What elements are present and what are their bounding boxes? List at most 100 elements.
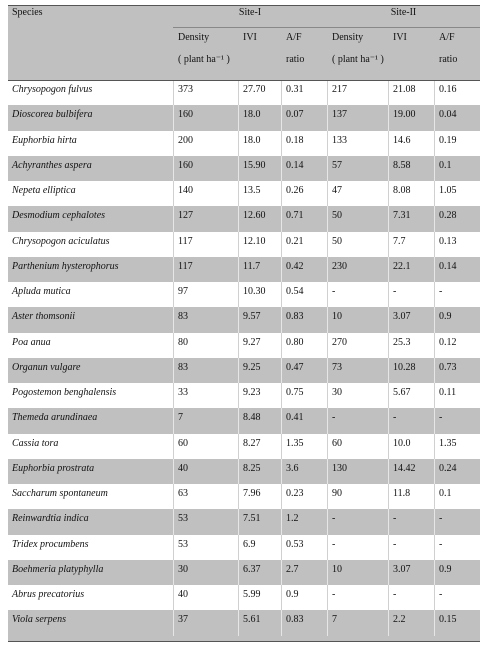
cell-divider [281,484,282,510]
cell: 373 [178,84,193,95]
cell-divider [327,256,328,282]
cell-divider [281,585,282,611]
cell: 57 [332,159,342,171]
cell: 1.35 [439,437,457,449]
column-header: IVI [393,32,407,43]
column-header: ratio [286,54,305,65]
row-bg [8,408,480,434]
species-name: Chrysopogon fulvus [12,84,93,95]
cell-divider [434,383,435,409]
cell-divider [388,534,389,560]
cell-divider [388,206,389,232]
cell: 8.27 [243,437,261,449]
cell: 7.31 [393,210,411,222]
cell: 10.30 [243,286,266,297]
column-header: ( plant ha⁻¹ ) [332,54,384,65]
cell-divider [238,105,239,131]
cell: 19.00 [393,109,416,121]
cell: 12.60 [243,210,266,222]
cell: 200 [178,134,193,146]
cell: 0.80 [286,336,304,348]
cell-divider [327,559,328,585]
cell-divider [173,383,174,409]
cell: 0.1 [439,488,452,499]
cell-divider [238,206,239,232]
cell-divider [434,332,435,358]
cell: 25.3 [393,336,411,348]
cell-divider [173,282,174,308]
cell-divider [327,383,328,409]
cell: 22.1 [393,260,411,272]
cell-divider [238,155,239,181]
cell: 90 [332,488,342,499]
cell: 80 [178,336,188,348]
cell: 9.27 [243,336,261,348]
cell-divider [238,458,239,484]
cell-divider [281,231,282,257]
cell-divider [238,585,239,611]
header-species: Species [12,7,43,18]
cell: 0.83 [286,614,304,626]
cell: 9.25 [243,361,261,373]
cell-divider [173,256,174,282]
cell-divider [173,130,174,156]
cell-divider [327,433,328,459]
species-name: Tridex procumbens [12,538,89,550]
cell-divider [327,509,328,535]
cell-divider [173,181,174,207]
cell: 0.13 [439,235,457,247]
cell: 27.70 [243,84,266,95]
species-name: Organun vulgare [12,361,81,373]
cell-divider [388,458,389,484]
species-name: Chrysopogon aciculatus [12,235,110,247]
cell-divider [388,181,389,207]
cell: - [332,286,336,297]
cell: 8.58 [393,159,411,171]
cell-divider [327,80,328,106]
cell-divider [173,206,174,232]
cell: - [332,538,336,550]
cell-divider [173,610,174,636]
cell: 7.96 [243,488,261,499]
cell: 10.28 [393,361,416,373]
cell: 0.47 [286,361,304,373]
cell: 83 [178,361,188,373]
cell: 0.42 [286,260,304,272]
cell-divider [327,357,328,383]
row-bg [8,357,480,383]
cell-divider [173,155,174,181]
cell-divider [173,307,174,333]
row-bg [8,509,480,535]
cell: 11.7 [243,260,261,272]
cell: 0.21 [286,235,304,247]
cell: 50 [332,235,342,247]
cell-divider [434,307,435,333]
species-name: Boehmeria platyphylla [12,563,104,575]
cell: 0.15 [439,614,457,626]
cell: 7.7 [393,235,406,247]
cell: 5.99 [243,589,261,600]
cell-divider [238,130,239,156]
cell: 137 [332,109,347,121]
cell-divider [173,509,174,535]
cell-divider [388,383,389,409]
cell-divider [238,484,239,510]
cell: - [439,538,443,550]
row-bg [8,458,480,484]
cell-divider [173,534,174,560]
cell-divider [281,307,282,333]
cell-divider [173,332,174,358]
cell: 0.54 [286,286,304,297]
cell: 63 [178,488,188,499]
cell-divider [238,509,239,535]
species-name: Pogostemon benghalensis [12,387,117,398]
cell-divider [281,181,282,207]
cell: 117 [178,260,193,272]
cell-divider [388,484,389,510]
cell-divider [238,256,239,282]
species-name: Parthenium hysterophorus [12,260,119,272]
cell-divider [238,80,239,106]
cell-divider [434,80,435,106]
row-bg [8,155,480,181]
cell-divider [327,610,328,636]
